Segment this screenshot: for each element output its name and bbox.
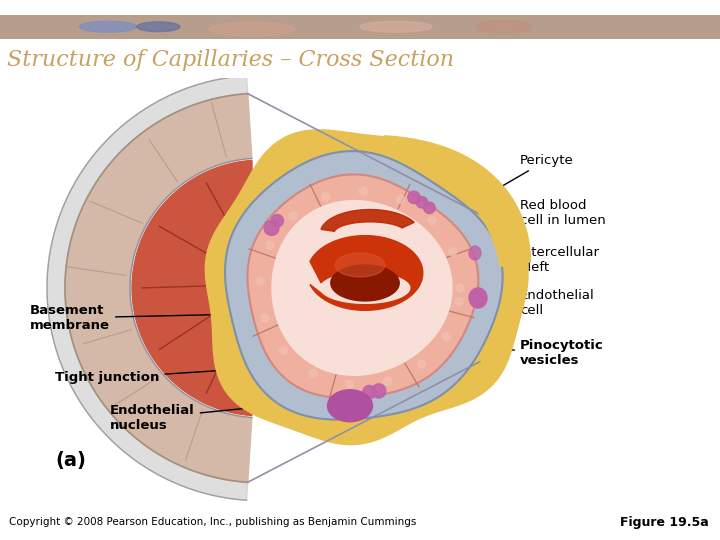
Circle shape bbox=[309, 369, 317, 377]
Circle shape bbox=[372, 384, 386, 398]
Polygon shape bbox=[225, 151, 503, 420]
Ellipse shape bbox=[328, 390, 372, 422]
Text: Tight junction: Tight junction bbox=[55, 361, 336, 384]
Text: Red blood
cell in lumen: Red blood cell in lumen bbox=[474, 199, 606, 234]
Polygon shape bbox=[65, 93, 252, 482]
Circle shape bbox=[271, 214, 284, 227]
Text: Endothelial
nucleus: Endothelial nucleus bbox=[110, 396, 346, 432]
Circle shape bbox=[449, 248, 456, 255]
Circle shape bbox=[363, 386, 376, 399]
Circle shape bbox=[346, 380, 354, 388]
Ellipse shape bbox=[79, 21, 137, 32]
Polygon shape bbox=[321, 210, 414, 231]
Text: (a): (a) bbox=[55, 451, 86, 470]
Circle shape bbox=[456, 284, 464, 292]
Text: Copyright © 2008 Pearson Education, Inc., publishing as Benjamin Cummings: Copyright © 2008 Pearson Education, Inc.… bbox=[9, 517, 416, 528]
Text: Intercellular
cleft: Intercellular cleft bbox=[472, 246, 600, 274]
Ellipse shape bbox=[469, 246, 481, 260]
Circle shape bbox=[416, 197, 428, 208]
Circle shape bbox=[264, 220, 279, 235]
Text: Pericyte: Pericyte bbox=[494, 154, 574, 191]
Polygon shape bbox=[248, 174, 478, 398]
Ellipse shape bbox=[469, 288, 487, 308]
Ellipse shape bbox=[360, 21, 432, 32]
Text: Structure of Capillaries – Cross Section: Structure of Capillaries – Cross Section bbox=[7, 49, 454, 71]
Polygon shape bbox=[205, 130, 528, 444]
Circle shape bbox=[384, 377, 392, 385]
Text: Basement
membrane: Basement membrane bbox=[30, 304, 291, 332]
Circle shape bbox=[279, 346, 287, 354]
Circle shape bbox=[455, 298, 463, 306]
Polygon shape bbox=[382, 136, 531, 266]
Circle shape bbox=[397, 195, 405, 204]
Circle shape bbox=[261, 314, 269, 322]
Circle shape bbox=[289, 212, 297, 220]
Polygon shape bbox=[47, 76, 248, 500]
Circle shape bbox=[266, 241, 274, 249]
Circle shape bbox=[359, 187, 367, 195]
Text: Endothelial
cell: Endothelial cell bbox=[464, 289, 595, 317]
Circle shape bbox=[418, 360, 426, 368]
Ellipse shape bbox=[475, 21, 533, 33]
Polygon shape bbox=[132, 160, 252, 415]
Polygon shape bbox=[330, 265, 399, 301]
Circle shape bbox=[443, 333, 451, 340]
Text: Pinocytotic
vesicles: Pinocytotic vesicles bbox=[482, 339, 604, 367]
Circle shape bbox=[322, 193, 330, 201]
Polygon shape bbox=[335, 253, 385, 277]
Polygon shape bbox=[310, 235, 423, 310]
Ellipse shape bbox=[209, 23, 295, 36]
Ellipse shape bbox=[137, 22, 180, 31]
Polygon shape bbox=[272, 201, 452, 375]
Circle shape bbox=[423, 202, 435, 213]
Text: Figure 19.5a: Figure 19.5a bbox=[621, 516, 709, 529]
Circle shape bbox=[256, 277, 264, 285]
Circle shape bbox=[428, 217, 436, 225]
Circle shape bbox=[408, 191, 420, 204]
